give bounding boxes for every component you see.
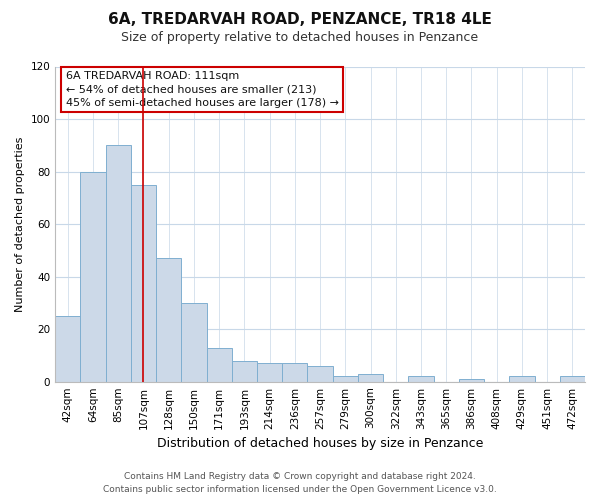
Bar bbox=[409, 376, 434, 382]
Bar bbox=[131, 184, 156, 382]
Bar bbox=[509, 376, 535, 382]
Bar bbox=[282, 364, 307, 382]
Bar bbox=[307, 366, 332, 382]
Bar bbox=[332, 376, 358, 382]
Bar bbox=[156, 258, 181, 382]
X-axis label: Distribution of detached houses by size in Penzance: Distribution of detached houses by size … bbox=[157, 437, 483, 450]
Text: Size of property relative to detached houses in Penzance: Size of property relative to detached ho… bbox=[121, 31, 479, 44]
Bar bbox=[560, 376, 585, 382]
Bar bbox=[257, 364, 282, 382]
Bar bbox=[232, 360, 257, 382]
Bar bbox=[206, 348, 232, 382]
Bar bbox=[358, 374, 383, 382]
Bar bbox=[459, 379, 484, 382]
Bar bbox=[181, 303, 206, 382]
Text: 6A TREDARVAH ROAD: 111sqm
← 54% of detached houses are smaller (213)
45% of semi: 6A TREDARVAH ROAD: 111sqm ← 54% of detac… bbox=[66, 71, 339, 108]
Text: Contains HM Land Registry data © Crown copyright and database right 2024.
Contai: Contains HM Land Registry data © Crown c… bbox=[103, 472, 497, 494]
Bar bbox=[80, 172, 106, 382]
Y-axis label: Number of detached properties: Number of detached properties bbox=[15, 136, 25, 312]
Text: 6A, TREDARVAH ROAD, PENZANCE, TR18 4LE: 6A, TREDARVAH ROAD, PENZANCE, TR18 4LE bbox=[108, 12, 492, 28]
Bar bbox=[106, 146, 131, 382]
Bar bbox=[55, 316, 80, 382]
